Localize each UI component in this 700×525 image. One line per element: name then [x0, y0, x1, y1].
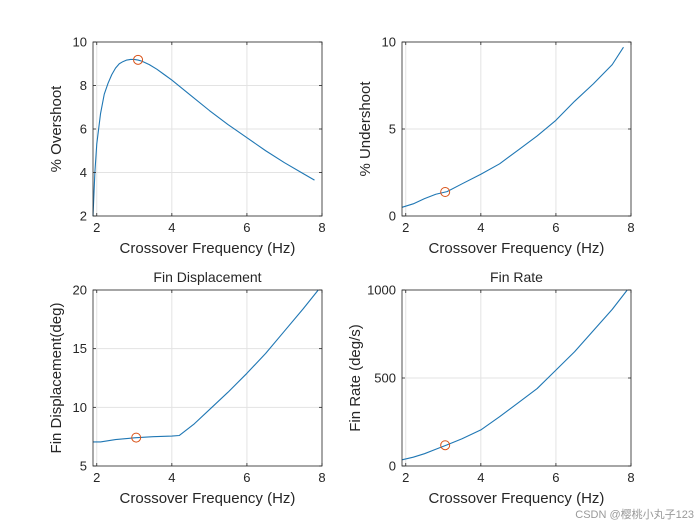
fin-displacement-axes-box — [92, 289, 323, 467]
overshoot-marker — [133, 54, 144, 65]
overshoot-ytick-label: 8 — [80, 78, 87, 93]
undershoot-marker — [440, 186, 451, 197]
fin-displacement-xtick-label: 2 — [93, 470, 100, 485]
undershoot-xtick-label: 6 — [552, 220, 559, 235]
fin-rate-title: Fin Rate — [490, 269, 543, 285]
chart-undershoot: 2 4 6 8 0 5 10 Crossover Frequency (Hz) % Unders… — [357, 35, 635, 258]
fin-displacement-marker — [131, 432, 142, 443]
watermark: CSDN @樱桃小丸子123 — [575, 509, 694, 521]
fin-displacement-xtick-label: 6 — [243, 470, 250, 485]
undershoot-ytick-label: 10 — [382, 35, 396, 50]
fin-displacement-plot-area — [93, 290, 322, 466]
fin-displacement-ytick-label: 10 — [73, 400, 87, 415]
overshoot-xtick-label: 4 — [168, 220, 175, 235]
overshoot-ytick-label: 2 — [80, 209, 87, 224]
fin-rate-ytick-label: 1000 — [367, 283, 396, 298]
fin-displacement-series-line — [93, 289, 319, 443]
fin-rate-xtick-label: 6 — [552, 470, 559, 485]
fin-rate-ylabel: Fin Rate (deg/s) — [347, 324, 364, 432]
undershoot-ylabel: % Undershoot — [357, 81, 374, 177]
fin-rate-marker — [440, 440, 451, 451]
fin-rate-xtick-label: 4 — [477, 470, 484, 485]
fin-displacement-ylabel: Fin Displacement(deg) — [48, 303, 65, 454]
fin-displacement-ytick-label: 5 — [80, 459, 87, 474]
fin-displacement-xtick-label: 4 — [168, 470, 175, 485]
overshoot-ylabel: % Overshoot — [48, 85, 65, 173]
overshoot-xtick-label: 2 — [93, 220, 100, 235]
fin-rate-xtick-label: 2 — [402, 470, 409, 485]
overshoot-ytick-label: 6 — [80, 122, 87, 137]
fin-displacement-ytick-label: 15 — [73, 341, 87, 356]
undershoot-xtick-label: 4 — [477, 220, 484, 235]
chart-fin-rate: 2 4 6 8 0 500 1000 Crossover Frequency (Hz) Fin … — [347, 269, 635, 507]
fin-displacement-xlabel: Crossover Frequency (Hz) — [120, 490, 296, 507]
undershoot-xtick-label: 2 — [402, 220, 409, 235]
fin-rate-series-line — [401, 289, 628, 461]
fin-rate-xlabel: Crossover Frequency (Hz) — [429, 490, 605, 507]
overshoot-xtick-label: 8 — [318, 220, 325, 235]
fin-rate-xtick-label: 8 — [627, 470, 634, 485]
undershoot-xlabel: Crossover Frequency (Hz) — [429, 240, 605, 257]
fin-displacement-title: Fin Displacement — [153, 269, 261, 285]
undershoot-xtick-label: 8 — [627, 220, 634, 235]
overshoot-xtick-label: 6 — [243, 220, 250, 235]
chart-fin-displacement: 2 4 6 8 5 10 15 20 Crossover Frequency (Hz) Fin D… — [48, 269, 326, 507]
overshoot-series-line — [92, 58, 315, 217]
chart-overshoot: 2 4 6 8 2 4 6 8 10 Crossover Frequency (Hz) % Over… — [48, 35, 326, 258]
undershoot-series-line — [401, 46, 624, 208]
overshoot-xlabel: Crossover Frequency (Hz) — [120, 240, 296, 257]
undershoot-ytick-label: 0 — [389, 209, 396, 224]
overshoot-ytick-label: 4 — [80, 165, 87, 180]
fin-displacement-xtick-label: 8 — [318, 470, 325, 485]
undershoot-ytick-label: 5 — [389, 122, 396, 137]
fin-rate-ytick-label: 500 — [374, 371, 396, 386]
overshoot-ytick-label: 10 — [73, 35, 87, 50]
fin-rate-ytick-label: 0 — [389, 459, 396, 474]
fin-displacement-ytick-label: 20 — [73, 283, 87, 298]
